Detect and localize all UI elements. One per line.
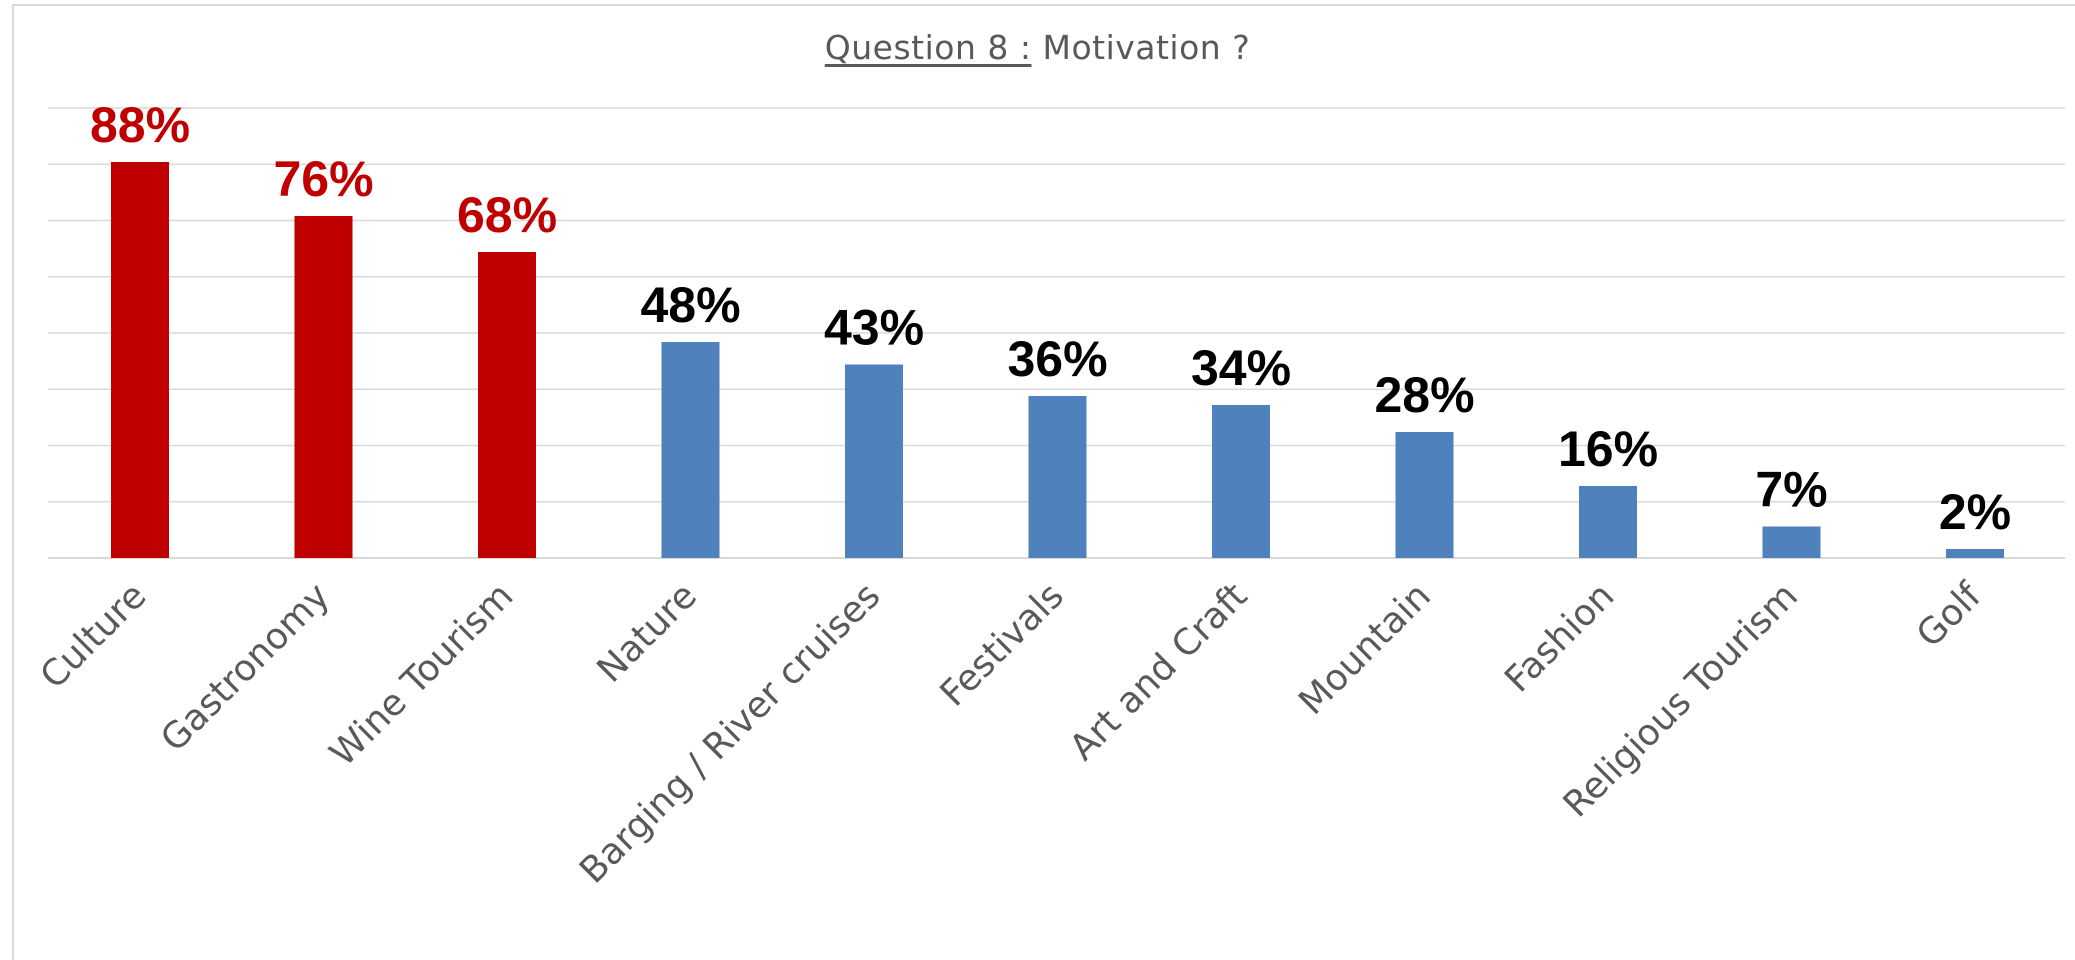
bar-3 [661, 342, 720, 558]
chart-title-rest: Motivation ? [1031, 28, 1251, 67]
chart-title-prefix: Question 8 : [824, 28, 1032, 67]
bar-7 [1395, 432, 1454, 558]
bar-5 [1028, 396, 1087, 558]
category-label-1: Gastronomy [153, 575, 338, 760]
data-label-8: 16% [1558, 421, 1658, 477]
data-label-6: 34% [1191, 340, 1291, 396]
data-label-4: 43% [824, 300, 924, 356]
category-label-8: Fashion [1497, 575, 1622, 700]
data-label-2: 68% [457, 187, 557, 243]
bar-8 [1579, 486, 1637, 558]
data-label-1: 76% [273, 151, 373, 207]
bar-2 [478, 252, 536, 558]
bar-6 [1212, 405, 1270, 558]
bar-9 [1762, 526, 1821, 558]
bar-0 [111, 162, 169, 558]
bar-4 [845, 364, 903, 558]
data-label-7: 28% [1374, 367, 1474, 423]
bar-1 [294, 216, 353, 558]
category-label-10: Golf [1909, 574, 1990, 655]
category-label-0: Culture [33, 575, 155, 697]
data-label-5: 36% [1007, 331, 1107, 387]
chart-title: Question 8 : Motivation ? [0, 28, 2075, 67]
category-label-4: Barging / River cruises [572, 575, 888, 891]
data-label-0: 88% [90, 97, 190, 153]
category-label-5: Festivals [933, 575, 1072, 714]
data-label-10: 2% [1939, 484, 2011, 540]
data-label-9: 7% [1755, 462, 1827, 518]
category-label-7: Mountain [1291, 575, 1439, 723]
data-label-3: 48% [640, 277, 740, 333]
category-label-6: Art and Craft [1062, 575, 1255, 768]
bar-10 [1946, 549, 2004, 558]
category-label-2: Wine Tourism [322, 575, 521, 774]
category-label-3: Nature [590, 575, 705, 690]
